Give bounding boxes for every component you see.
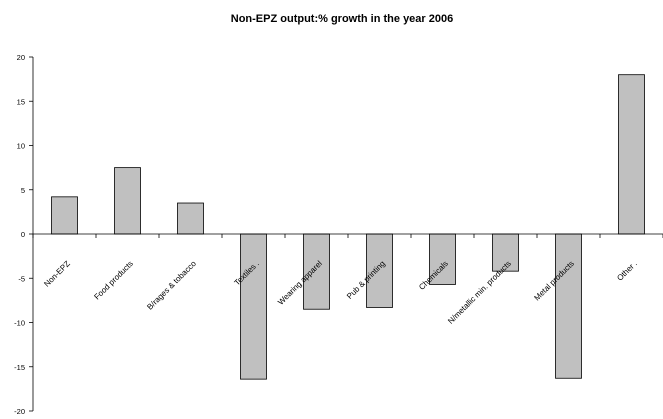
category-labels: Non-EPZ Food products B/rages & tobacco Tex… (42, 259, 639, 326)
bar (492, 233, 519, 272)
bar (429, 233, 456, 285)
chart-title: Non-EPZ output:% growth in the year 2006 (231, 13, 453, 25)
x-axis (32, 233, 663, 238)
bar (555, 233, 582, 379)
bar (51, 196, 78, 235)
y-tick-label: 10 (17, 142, 25, 151)
x-category-label: N/metallic min. products (446, 259, 513, 326)
bar (177, 202, 204, 235)
y-tick-label: -15 (14, 363, 25, 372)
bar (240, 233, 267, 380)
y-tick-label: 5 (21, 186, 25, 195)
y-axis: 20 15 10 5 0 -5 -10 -15 -20 (14, 53, 34, 416)
y-tick-label: -10 (14, 319, 25, 328)
x-category-label: Food products (92, 259, 135, 302)
x-category-label: Other . (615, 259, 639, 283)
bar (618, 74, 645, 235)
x-category-label: B/rages & tobacco (145, 259, 198, 312)
bars (51, 74, 645, 380)
x-category-label: Non-EPZ (42, 259, 72, 289)
bar (366, 233, 393, 308)
y-tick-label: 15 (17, 97, 25, 106)
y-tick-label: -20 (14, 407, 25, 416)
y-tick-label: 0 (21, 230, 25, 239)
bar (114, 167, 141, 235)
y-tick-label: 20 (17, 53, 25, 62)
y-tick-label: -5 (18, 274, 25, 283)
